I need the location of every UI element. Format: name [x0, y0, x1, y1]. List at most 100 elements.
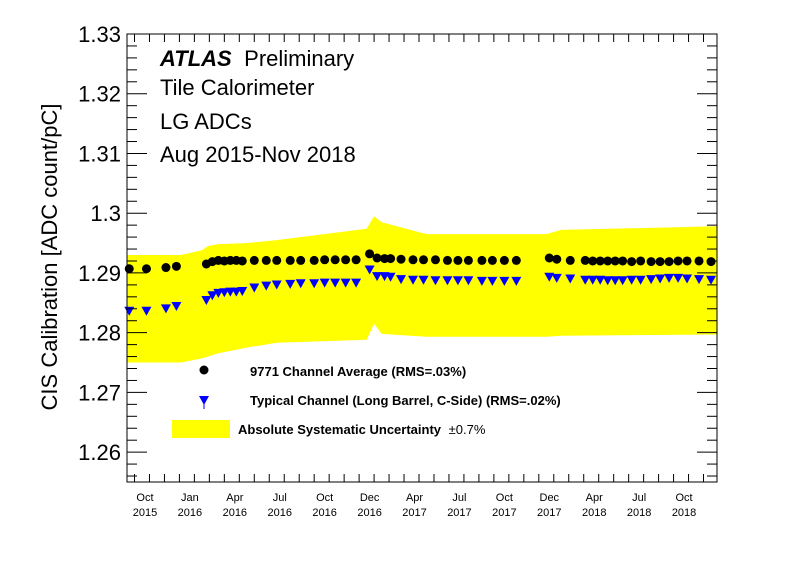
channel-average-point — [580, 255, 590, 265]
x-tick-month-label: Oct — [675, 492, 692, 504]
channel-average-point — [124, 264, 134, 274]
adc-type-label: LG ADCs — [160, 109, 252, 134]
typical-channel-point — [511, 276, 522, 286]
data-series-layer — [124, 249, 717, 316]
plot-frame — [126, 33, 718, 483]
legend-band-swatch — [172, 420, 230, 438]
channel-average-point — [237, 256, 247, 266]
typical-channel-point — [364, 265, 375, 275]
detector-label: Tile Calorimeter — [160, 75, 314, 100]
typical-channel-point — [706, 275, 717, 285]
typical-channel-point — [309, 279, 320, 289]
channel-average-point — [141, 264, 151, 274]
x-tick-month-label: Apr — [406, 492, 423, 504]
typical-channel-point — [249, 283, 260, 293]
x-tick-year-label: 2017 — [447, 507, 471, 519]
channel-average-point — [544, 253, 554, 263]
typical-channel-point — [408, 275, 419, 285]
channel-average-point — [664, 257, 674, 267]
x-tick-year-label: 2018 — [627, 507, 651, 519]
x-tick-year-label: 2016 — [223, 507, 247, 519]
channel-average-point — [418, 255, 428, 265]
x-tick-year-label: 2016 — [357, 507, 381, 519]
y-tick-label: 1.31 — [78, 141, 121, 166]
typical-channel-point — [201, 296, 212, 306]
y-axis-label: CIS Calibration [ADC count/pC] — [37, 104, 62, 411]
channel-average-point — [372, 253, 382, 263]
y-tick-label: 1.26 — [78, 440, 121, 465]
typical-channel-point — [617, 276, 628, 286]
channel-average-point — [386, 254, 396, 264]
typical-channel-point — [544, 272, 555, 282]
x-tick-year-label: 2018 — [582, 507, 606, 519]
x-tick-month-label: Jul — [273, 492, 287, 504]
typical-channel-point — [487, 276, 498, 286]
header-line-1: ATLAS Preliminary — [159, 46, 354, 71]
typical-channel-point — [476, 276, 487, 286]
typical-channel-point — [595, 275, 606, 285]
uncertainty-band — [127, 216, 717, 363]
channel-average-point — [610, 256, 620, 266]
channel-average-point — [636, 256, 646, 266]
typical-channel-point — [271, 280, 282, 290]
channel-average-point — [330, 255, 340, 265]
x-tick-year-label: 2017 — [492, 507, 516, 519]
channel-average-point — [161, 263, 171, 273]
channel-average-point — [341, 255, 351, 265]
x-tick-month-label: Dec — [360, 492, 380, 504]
typical-channel-point — [587, 275, 598, 285]
y-tick-label: 1.28 — [78, 321, 121, 346]
typical-channel-point — [565, 274, 576, 284]
typical-channel-point — [396, 275, 407, 285]
x-tick-month-label: Apr — [586, 492, 603, 504]
typical-channel-point — [351, 278, 362, 288]
x-tick-year-label: 2015 — [133, 507, 157, 519]
x-tick-month-label: Oct — [316, 492, 333, 504]
typical-channel-point — [442, 276, 453, 286]
x-tick-year-label: 2017 — [402, 507, 426, 519]
typical-channel-point — [207, 291, 218, 301]
channel-average-point — [552, 254, 562, 264]
channel-average-point — [320, 255, 330, 265]
typical-channel-point — [141, 306, 152, 316]
channel-average-point — [396, 254, 406, 264]
x-tick-month-label: Oct — [136, 492, 153, 504]
channel-average-point — [261, 255, 271, 265]
y-tick-label: 1.32 — [78, 82, 121, 107]
typical-channel-point — [160, 304, 171, 314]
channel-average-point — [588, 256, 598, 266]
channel-average-point — [365, 249, 375, 259]
channel-average-point — [285, 255, 295, 265]
y-tick-label: 1.33 — [78, 22, 121, 47]
channel-average-point — [296, 255, 306, 265]
legend-average-label: 9771 Channel Average (RMS=.03%) — [250, 364, 466, 379]
typical-channel-point — [655, 274, 666, 284]
x-tick-month-label: Dec — [540, 492, 560, 504]
typical-channel-point — [418, 275, 429, 285]
channel-average-point — [463, 255, 473, 265]
typical-channel-point — [231, 287, 242, 297]
channel-average-point — [565, 255, 575, 265]
channel-average-point — [430, 255, 440, 265]
x-tick-year-label: 2016 — [268, 507, 292, 519]
typical-channel-point — [664, 273, 675, 283]
channel-average-point — [171, 261, 181, 271]
channel-average-point — [499, 255, 509, 265]
legend-band-label: Absolute Systematic Uncertainty — [238, 422, 442, 437]
channel-average-point — [655, 257, 665, 267]
legend-circle-marker — [199, 365, 209, 375]
legend-band-text: Absolute Systematic Uncertainty ±0.7% — [238, 422, 486, 437]
typical-channel-point — [610, 276, 621, 286]
atlas-label: ATLAS — [159, 46, 232, 71]
typical-channel-point — [694, 275, 705, 285]
typical-channel-point — [682, 274, 693, 284]
typical-channel-point — [340, 278, 351, 288]
legend-triangle-marker — [199, 396, 209, 405]
typical-channel-point — [237, 287, 248, 297]
x-tick-month-label: Jul — [452, 492, 466, 504]
typical-channel-point — [385, 272, 396, 282]
channel-average-point — [272, 255, 282, 265]
typical-channel-point — [646, 275, 657, 285]
channel-average-point — [351, 255, 361, 265]
